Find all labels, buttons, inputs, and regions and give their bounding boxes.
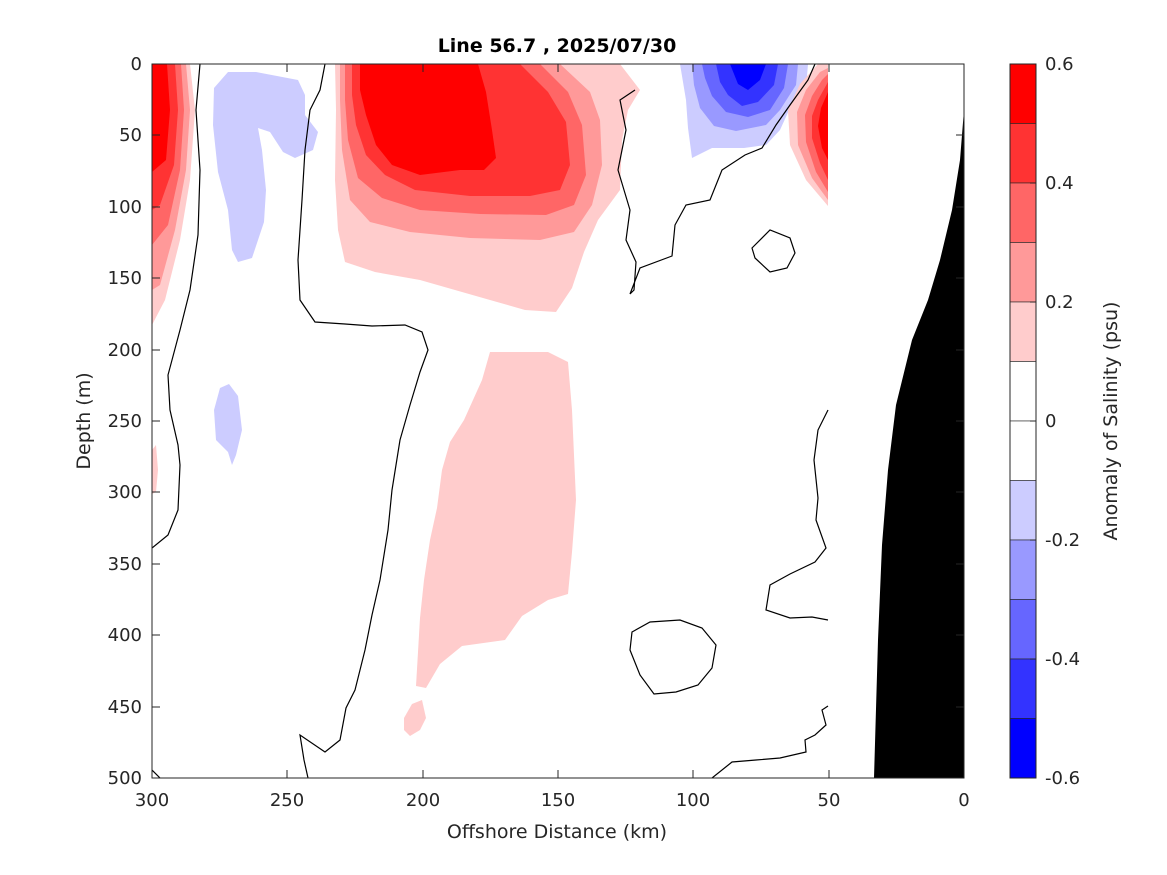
colorbar-tick-labels: 0.6 0.4 0.2 0 -0.2 -0.4 -0.6 (1045, 54, 1080, 789)
colorbar-level-block (1009, 658, 1037, 719)
contour-line-main (297, 64, 429, 778)
colorbar-level-block (1009, 718, 1037, 779)
colorbar-label: Anomaly of Salinity (psu) (1100, 302, 1122, 541)
colorbar-level-block (1009, 420, 1037, 481)
contour-fills (152, 64, 964, 778)
contour-line-left (152, 64, 201, 549)
colorbar-tick-label: -0.6 (1045, 768, 1080, 789)
y-tick-label: 400 (108, 625, 142, 646)
y-tick-label: 150 (108, 268, 142, 289)
colorbar-tick-label: 0.6 (1045, 54, 1074, 75)
y-tick-labels: 0 50 100 150 200 250 300 350 400 450 500 (108, 54, 142, 789)
bathymetry-shelf (874, 110, 964, 778)
mid-depth-anomaly (416, 352, 576, 688)
x-tick-label: 0 (958, 790, 969, 811)
x-axis-label: Offshore Distance (km) (447, 821, 667, 843)
colorbar-level-block (1009, 182, 1037, 243)
colorbar-level-block (1009, 242, 1037, 303)
plot-area: 300 250 200 150 100 50 0 0 50 100 150 (73, 54, 970, 843)
x-tick-label: 250 (270, 790, 304, 811)
y-tick-label: 0 (131, 54, 142, 75)
x-tick-labels: 300 250 200 150 100 50 0 (135, 790, 970, 811)
colorbar-tick-label: 0.2 (1045, 292, 1074, 313)
x-axis (151, 64, 965, 778)
y-tick-label: 300 (108, 482, 142, 503)
contour-line-bottom-left (152, 769, 161, 778)
core-anomaly-0.5 (360, 64, 496, 175)
colorbar-tick-label: -0.2 (1045, 530, 1080, 551)
colorbar-ticks (1030, 63, 1036, 779)
chart-title: Line 56.7 , 2025/07/30 (438, 35, 677, 57)
colorbar-tick-label: 0 (1045, 411, 1056, 432)
contour-line-small-upper (751, 229, 796, 273)
y-tick-label: 450 (108, 697, 142, 718)
y-tick-label: 100 (108, 197, 142, 218)
colorbar-tick-label: 0.4 (1045, 173, 1074, 194)
y-axis (152, 63, 964, 779)
x-tick-label: 100 (676, 790, 710, 811)
contour-line-loop (629, 619, 717, 695)
deep-small-anomaly (404, 700, 426, 736)
colorbar-level-block (1009, 123, 1037, 184)
shallow-negative-anomaly (213, 72, 318, 262)
contour-line-mid (617, 64, 816, 295)
left-anomaly-0.5 (152, 64, 170, 172)
contour-line-right (765, 409, 829, 621)
x-tick-label: 50 (818, 790, 841, 811)
y-tick-label: 350 (108, 554, 142, 575)
colorbar-level-block (1009, 361, 1037, 422)
zero-contours (152, 64, 829, 778)
left-deep-anomaly (152, 445, 158, 494)
y-tick-label: 250 (108, 411, 142, 432)
x-tick-label: 150 (541, 790, 575, 811)
colorbar: 0.6 0.4 0.2 0 -0.2 -0.4 -0.6 Anomaly of … (1009, 54, 1122, 789)
y-tick-label: 500 (108, 768, 142, 789)
contour-line-bottom-right (711, 705, 829, 778)
coastal-anomaly-0.5 (818, 92, 828, 160)
x-tick-label: 200 (406, 790, 440, 811)
colorbar-level-block (1009, 599, 1037, 660)
colorbar-level-block (1009, 539, 1037, 600)
x-tick-label: 300 (135, 790, 169, 811)
colorbar-level-block (1009, 480, 1037, 541)
y-tick-label: 50 (119, 125, 142, 146)
neg-anomaly-0.5 (730, 64, 766, 90)
y-tick-label: 200 (108, 340, 142, 361)
colorbar-level-block (1009, 63, 1037, 124)
deep-negative-anomaly (214, 384, 242, 465)
colorbar-tick-label: -0.4 (1045, 649, 1080, 670)
y-axis-label: Depth (m) (73, 372, 95, 469)
colorbar-level-block (1009, 301, 1037, 362)
